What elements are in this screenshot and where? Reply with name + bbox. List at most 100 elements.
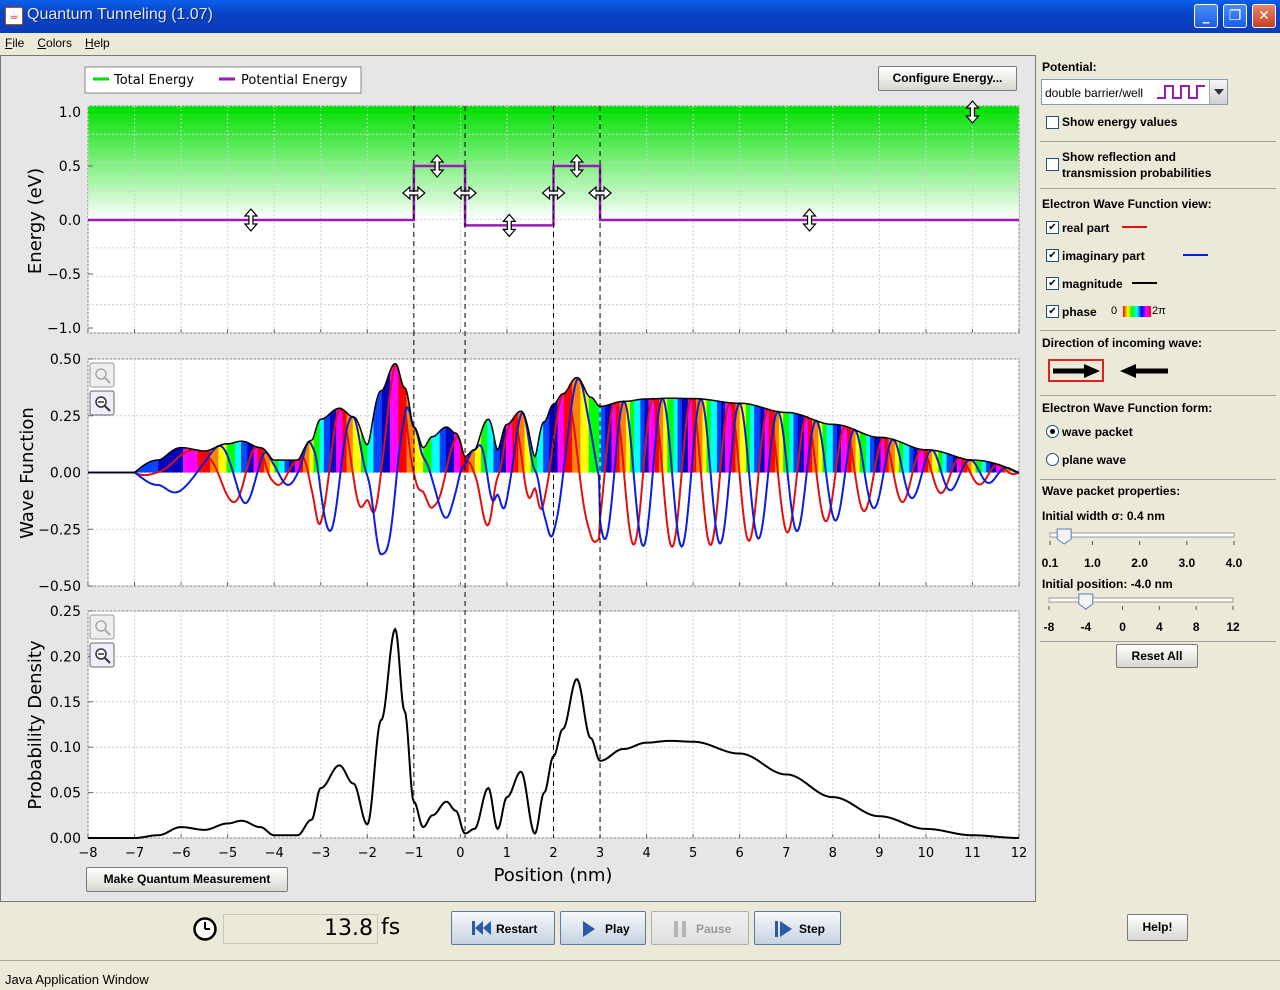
show-reflection-label-1: Show reflection and	[1062, 150, 1177, 164]
legend-total-energy: Total Energy	[113, 73, 194, 88]
width-slider-tick-label: 2.0	[1131, 556, 1148, 570]
help-button[interactable]: Help!	[1127, 914, 1188, 941]
potential-drag-handles[interactable]	[243, 100, 980, 238]
menu-bar: File Colors Help	[0, 33, 1280, 54]
menu-file[interactable]: File	[5, 36, 25, 50]
horizontal-drag-handle-icon	[541, 185, 566, 201]
position-slider-tick-label: 0	[1119, 620, 1126, 634]
direction-right-button[interactable]	[1048, 359, 1104, 382]
x-tick-label: −2	[358, 846, 377, 861]
vertical-drag-handle-icon	[802, 208, 817, 232]
pause-button[interactable]: Pause	[651, 911, 749, 945]
position-slider-tick-label: -4	[1080, 620, 1092, 634]
y-tick-label: 0.15	[50, 695, 81, 711]
show-energy-values-label: Show energy values	[1062, 115, 1178, 129]
initial-position-slider[interactable]	[1038, 590, 1278, 634]
wave-packet-label: wave packet	[1062, 425, 1133, 439]
plot-area: 1.0 0.5 0.0 −0.5 −1.0 Energy (eV) Total Ener…	[0, 55, 1036, 902]
x-tick-label: −5	[218, 846, 237, 861]
wave-y-ticks: 0.50 0.25 0.00 −0.25 −0.50	[38, 352, 93, 595]
y-tick-label: 0.0	[59, 213, 81, 229]
magnitude-checkbox[interactable]: ✔	[1046, 277, 1059, 290]
initial-width-slider[interactable]	[1038, 525, 1278, 569]
region-boundaries	[413, 106, 601, 838]
packet-props-label: Wave packet properties:	[1042, 484, 1181, 498]
status-text: Java Application Window	[5, 972, 149, 987]
x-tick-label: −8	[78, 846, 97, 861]
magnitude-label: magnitude	[1062, 277, 1123, 291]
phase-checkbox[interactable]: ✔	[1046, 305, 1059, 318]
x-tick-label: −7	[125, 846, 144, 861]
y-tick-label: 0.25	[50, 409, 81, 425]
y-tick-label: 0.00	[50, 831, 81, 847]
java-app-icon: ☕	[5, 7, 23, 25]
x-tick-label: −3	[311, 846, 330, 861]
magnitude-swatch	[1132, 282, 1157, 284]
show-energy-values-checkbox[interactable]	[1046, 116, 1059, 129]
clock-unit: fs	[381, 915, 401, 940]
configure-energy-button[interactable]: Configure Energy...	[878, 66, 1017, 91]
x-tick-label: 5	[689, 846, 697, 861]
direction-left-button[interactable]	[1118, 361, 1170, 381]
maximize-button[interactable]: ❐	[1223, 4, 1247, 28]
energy-axis-label: Energy (eV)	[25, 168, 46, 274]
width-slider-track	[1049, 532, 1235, 538]
x-tick-label: −6	[172, 846, 191, 861]
play-button[interactable]: Play	[560, 911, 646, 945]
x-tick-label: −4	[265, 846, 284, 861]
position-slider-tick-label: 8	[1192, 620, 1200, 634]
real-part-label: real part	[1062, 221, 1110, 235]
plane-wave-radio[interactable]	[1046, 453, 1059, 466]
position-slider-tick-label: -8	[1043, 620, 1055, 634]
horizontal-drag-handle-icon	[588, 185, 612, 201]
horizontal-drag-handle-icon	[401, 185, 426, 201]
potential-select[interactable]: double barrier/well	[1041, 79, 1228, 105]
x-tick-label: 3	[596, 846, 604, 861]
menu-help[interactable]: Help	[85, 36, 110, 50]
prob-zoom-in-button[interactable]	[89, 614, 115, 640]
show-reflection-label-2: transmission probabilities	[1062, 166, 1212, 180]
potential-label: Potential:	[1042, 60, 1097, 74]
vertical-drag-handle-icon	[965, 100, 980, 124]
phase-label: phase	[1062, 305, 1097, 319]
potential-dropdown-arrow[interactable]	[1209, 80, 1227, 104]
initial-width-label: Initial width σ: 0.4 nm	[1042, 509, 1165, 523]
wave-packet-radio[interactable]	[1046, 425, 1059, 438]
control-panel: Potential: double barrier/well Show ener…	[1038, 55, 1280, 902]
width-slider-tick-label: 3.0	[1178, 556, 1196, 570]
x-tick-label: 8	[829, 846, 837, 861]
chevron-down-icon	[1214, 89, 1224, 95]
wave-axis-label: Wave Function	[17, 407, 38, 539]
phase-color-key	[1123, 306, 1151, 317]
step-button[interactable]: Step	[754, 911, 841, 945]
plane-wave-label: plane wave	[1062, 453, 1127, 467]
restart-button[interactable]: Restart	[451, 911, 555, 945]
make-quantum-measurement-button[interactable]: Make Quantum Measurement	[86, 867, 288, 892]
wave-zoom-out-button[interactable]	[89, 390, 115, 416]
play-label: Play	[605, 922, 630, 936]
show-reflection-checkbox[interactable]	[1046, 158, 1059, 171]
width-slider-thumb[interactable]	[1056, 528, 1072, 545]
position-slider-thumb[interactable]	[1078, 593, 1094, 610]
x-tick-label: 0	[456, 846, 464, 861]
x-tick-label: 2	[549, 846, 557, 861]
imaginary-part-checkbox[interactable]: ✔	[1046, 249, 1059, 262]
prob-zoom-out-button[interactable]	[89, 642, 115, 668]
clock-readout: 13.8	[223, 914, 378, 944]
minimize-button[interactable]: _	[1194, 4, 1218, 28]
restart-label: Restart	[496, 922, 538, 936]
vertical-drag-handle-icon	[429, 154, 445, 178]
y-tick-label: 0.00	[50, 466, 81, 482]
y-tick-label: 0.05	[50, 786, 81, 802]
menu-colors[interactable]: Colors	[37, 36, 73, 50]
wave-zoom-in-button[interactable]	[89, 362, 115, 388]
position-slider-tick-label: 12	[1226, 620, 1240, 634]
close-button[interactable]: ✕	[1252, 4, 1276, 28]
position-axis-label: Position (nm)	[494, 865, 613, 886]
vertical-drag-handle-icon	[569, 154, 585, 178]
y-tick-label: 0.50	[50, 352, 81, 368]
real-part-checkbox[interactable]: ✔	[1046, 221, 1059, 234]
reset-all-button[interactable]: Reset All	[1116, 644, 1198, 668]
x-tick-label: 4	[642, 846, 650, 861]
y-tick-label: 0.25	[50, 604, 81, 620]
